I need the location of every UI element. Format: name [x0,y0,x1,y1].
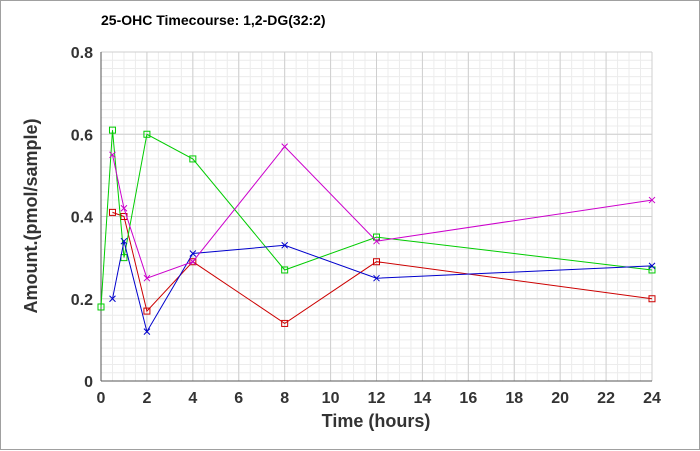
data-point-stroke [373,237,380,245]
data-point [120,237,128,245]
data-point-stroke [189,250,197,257]
data-point [648,266,656,274]
series-1 [108,208,656,327]
data-point-stroke [648,262,656,270]
data-point [373,233,380,241]
x-tick-label: 2 [142,390,151,407]
axes-layer [100,52,652,382]
data-point [373,237,380,245]
data-point-stroke [120,204,128,212]
x-tick-label: 20 [551,390,569,407]
data-point [109,151,116,159]
data-point [189,250,197,257]
data-point [189,258,197,266]
grid-layer [100,51,653,382]
data-point [648,262,656,270]
series-4 [109,143,656,282]
data-point-stroke [281,241,289,249]
x-tick-label: 24 [643,390,661,407]
data-point-stroke [189,258,197,266]
series-3 [109,237,656,336]
data-point [143,130,151,138]
y-tick-label: 0.6 [71,127,93,144]
data-point-stroke [143,274,151,282]
data-point [97,303,105,311]
chart-title: 25-OHC Timecourse: 1,2-DG(32:2) [101,12,326,28]
data-point-stroke [648,196,656,204]
data-point-stroke [373,274,380,282]
data-point [373,258,380,266]
data-point [108,126,116,134]
y-tick-label: 0.2 [71,292,93,309]
data-point [189,155,197,163]
y-tick-label: 0.4 [71,210,93,227]
data-point-stroke [109,295,116,303]
x-tick-label: 14 [414,390,432,407]
data-point-stroke [143,328,151,336]
x-tick-label: 4 [188,390,197,407]
x-tick-label: 10 [322,390,340,407]
x-tick-label: 6 [234,390,243,407]
data-point [281,241,289,249]
y-tick-label: 0.8 [71,45,93,62]
x-tick-label: 12 [368,390,386,407]
series-2 [97,126,656,311]
series-layer [97,126,656,336]
data-point-stroke [281,143,289,150]
data-point [281,143,289,150]
data-point [143,307,151,315]
x-axis-label: Time (hours) [322,411,431,431]
data-point [648,196,656,204]
data-point [648,295,656,303]
data-point [109,295,116,303]
x-tick-label: 0 [97,390,106,407]
data-point [373,274,380,282]
data-point [120,204,128,212]
data-point [281,319,289,327]
data-point [281,266,289,274]
data-point [189,258,197,266]
data-point [143,274,151,282]
y-axis-label: Amount.(pmol/sample) [21,118,41,313]
data-point-stroke [109,151,116,159]
data-point [143,328,151,336]
data-point-stroke [120,237,128,245]
y-tick-label: 0 [84,374,93,391]
x-tick-label: 18 [505,390,523,407]
data-point [108,208,116,216]
x-tick-label: 16 [459,390,477,407]
series-line [100,130,653,308]
x-tick-label: 8 [280,390,289,407]
x-tick-label: 22 [597,390,615,407]
